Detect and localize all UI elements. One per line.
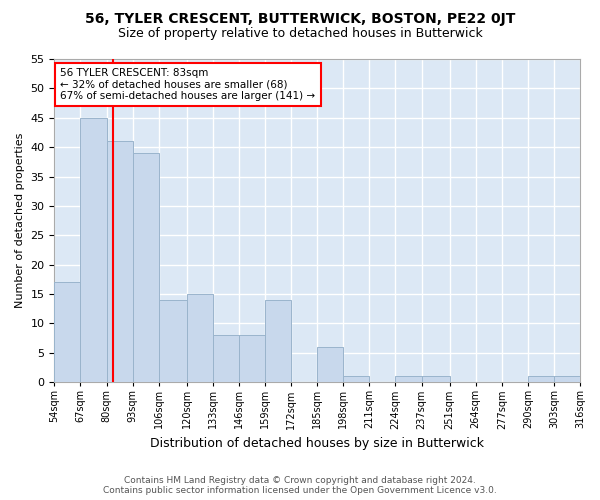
Bar <box>395 376 422 382</box>
Bar <box>317 347 343 382</box>
Bar <box>528 376 554 382</box>
Bar <box>80 118 107 382</box>
Text: 56 TYLER CRESCENT: 83sqm
← 32% of detached houses are smaller (68)
67% of semi-d: 56 TYLER CRESCENT: 83sqm ← 32% of detach… <box>61 68 316 101</box>
Bar <box>159 300 187 382</box>
Text: 56, TYLER CRESCENT, BUTTERWICK, BOSTON, PE22 0JT: 56, TYLER CRESCENT, BUTTERWICK, BOSTON, … <box>85 12 515 26</box>
Bar <box>213 335 239 382</box>
Bar <box>422 376 449 382</box>
Bar <box>343 376 370 382</box>
Bar <box>133 153 159 382</box>
Bar <box>580 376 600 382</box>
Bar <box>554 376 580 382</box>
Bar <box>107 142 133 382</box>
Bar <box>187 294 213 382</box>
Bar <box>55 282 80 382</box>
Text: Size of property relative to detached houses in Butterwick: Size of property relative to detached ho… <box>118 28 482 40</box>
Bar <box>265 300 291 382</box>
X-axis label: Distribution of detached houses by size in Butterwick: Distribution of detached houses by size … <box>150 437 484 450</box>
Y-axis label: Number of detached properties: Number of detached properties <box>15 133 25 308</box>
Bar <box>239 335 265 382</box>
Text: Contains HM Land Registry data © Crown copyright and database right 2024.
Contai: Contains HM Land Registry data © Crown c… <box>103 476 497 495</box>
